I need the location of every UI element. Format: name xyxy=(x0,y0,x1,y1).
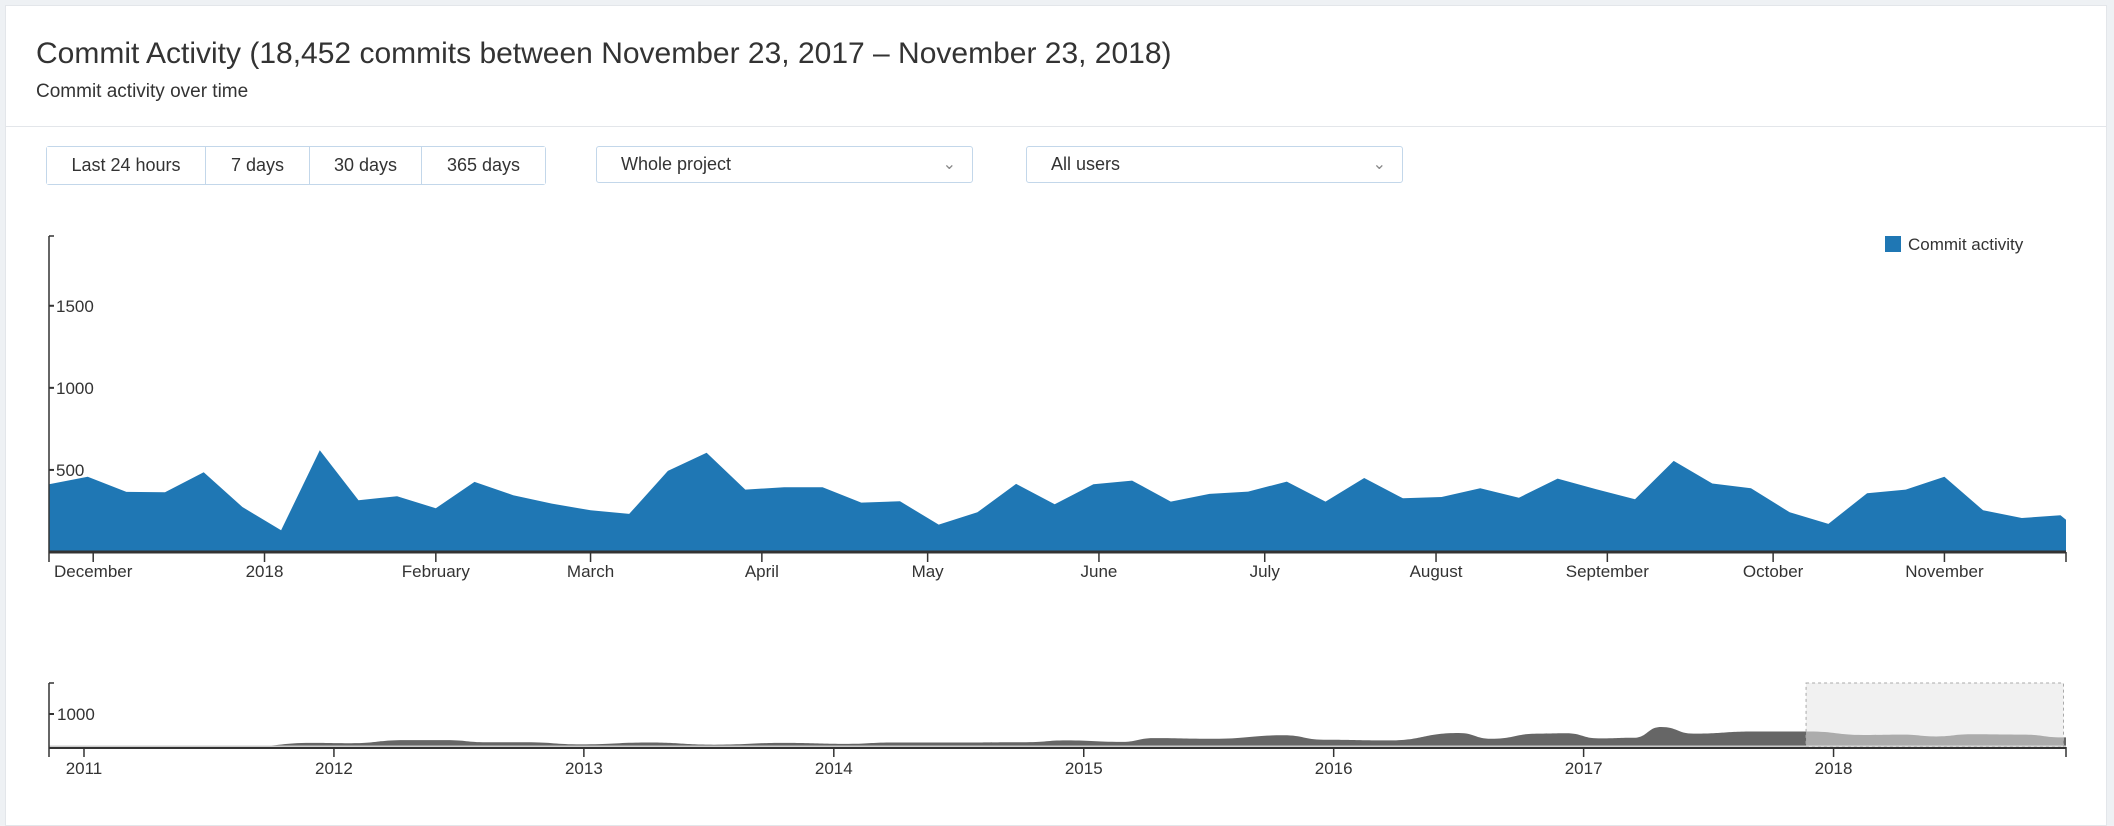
x-tick-label: 2018 xyxy=(246,562,284,581)
chevron-down-icon: ⌄ xyxy=(1372,156,1386,173)
y-tick-label: 1000 xyxy=(56,379,94,398)
x-tick-label: November xyxy=(1905,562,1984,581)
range-30d-button[interactable]: 30 days xyxy=(309,147,421,184)
header-divider xyxy=(6,126,2106,127)
overview-x-tick-label: 2011 xyxy=(66,759,103,778)
overview-area xyxy=(49,727,2066,747)
x-tick-label: May xyxy=(912,562,945,581)
time-range-button-group: Last 24 hours 7 days 30 days 365 days xyxy=(46,146,546,185)
range-7d-button[interactable]: 7 days xyxy=(205,147,309,184)
x-tick-label: September xyxy=(1566,562,1649,581)
y-tick-label: 1500 xyxy=(56,297,94,316)
chevron-down-icon: ⌄ xyxy=(942,156,956,173)
x-tick-label: October xyxy=(1743,562,1804,581)
chart-legend: Commit activity xyxy=(1885,235,2024,254)
legend-label: Commit activity xyxy=(1908,235,2024,254)
main-chart: 500 1000 1500 December 2018 February March Apri… xyxy=(48,235,2067,581)
user-select-value: All users xyxy=(1051,154,1121,174)
x-tick-label: June xyxy=(1081,562,1118,581)
brush-selection[interactable] xyxy=(1805,682,2065,748)
x-tick-label: February xyxy=(402,562,471,581)
legend-swatch xyxy=(1885,236,1901,252)
overview-x-tick-label: 2012 xyxy=(315,759,353,778)
scope-select-value: Whole project xyxy=(621,154,732,174)
x-tick-label: August xyxy=(1410,562,1463,581)
overview-x-tick-label: 2014 xyxy=(815,759,853,778)
overview-x-tick-label: 2016 xyxy=(1315,759,1353,778)
overview-chart: 1000 2011 2012 2013 2014 2015 2016 2017 2018 xyxy=(48,682,2067,778)
range-24h-button[interactable]: Last 24 hours xyxy=(47,147,205,184)
commit-activity-area xyxy=(49,450,2066,552)
y-tick-label: 500 xyxy=(56,461,84,480)
overview-y-tick-label: 1000 xyxy=(57,705,95,724)
commit-activity-card: Commit Activity (18,452 commits between … xyxy=(5,5,2107,826)
user-select[interactable]: All users ⌄ xyxy=(1026,146,1403,183)
x-tick-label: July xyxy=(1250,562,1281,581)
range-365d-button[interactable]: 365 days xyxy=(421,147,545,184)
overview-x-tick-label: 2015 xyxy=(1065,759,1103,778)
page-title: Commit Activity (18,452 commits between … xyxy=(36,37,1172,70)
overview-x-tick-label: 2017 xyxy=(1565,759,1603,778)
x-tick-label: March xyxy=(567,562,614,581)
scope-select[interactable]: Whole project ⌄ xyxy=(596,146,973,183)
x-tick-label: April xyxy=(745,562,779,581)
overview-x-tick-label: 2018 xyxy=(1815,759,1853,778)
overview-x-tick-label: 2013 xyxy=(565,759,603,778)
x-tick-label: December xyxy=(54,562,133,581)
page-subtitle: Commit activity over time xyxy=(36,81,249,102)
